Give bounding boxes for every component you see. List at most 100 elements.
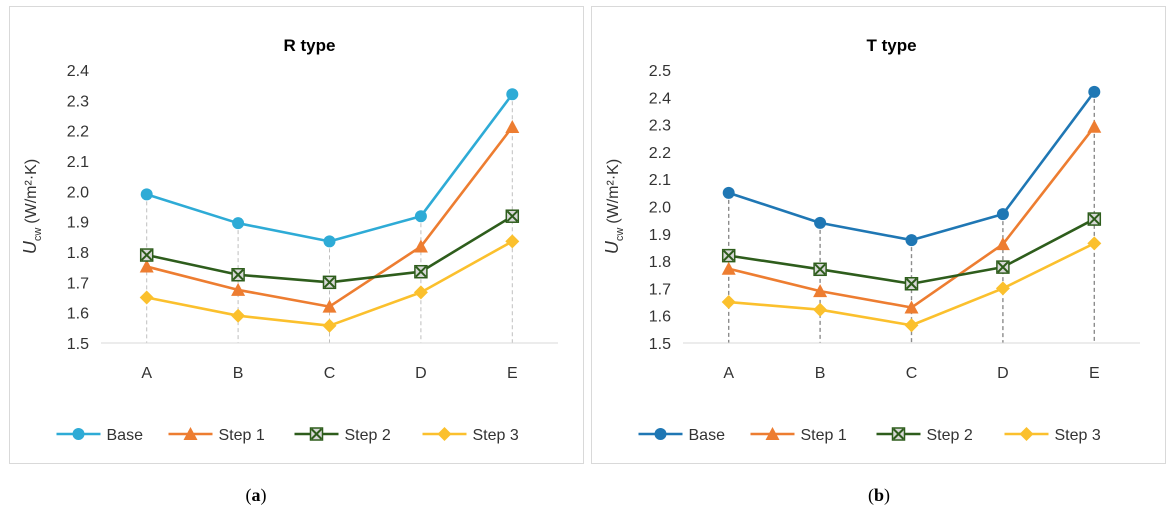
data-point-step-3: [904, 318, 919, 333]
caption-a: (a): [245, 485, 267, 505]
x-tick-label: E: [507, 365, 518, 382]
data-point-step-1: [139, 259, 154, 273]
data-point-base: [414, 210, 427, 223]
legend-marker: [72, 428, 85, 440]
legend-item-step-2: Step 2: [876, 427, 973, 444]
legend-marker: [437, 427, 452, 441]
y-tick-label: 2.3: [649, 118, 671, 135]
data-point-step-1: [995, 237, 1010, 251]
legend-item-step-3: Step 3: [1004, 427, 1101, 444]
legend-label: Base: [689, 427, 726, 444]
x-tick-label: C: [324, 365, 336, 382]
data-point-base: [232, 217, 245, 230]
data-point-step-2: [996, 260, 1010, 274]
y-tick-label: 1.9: [67, 215, 89, 232]
x-tick-label: B: [233, 365, 244, 382]
data-point-step-2: [721, 248, 736, 263]
data-point-step-3: [505, 234, 520, 249]
data-point-base: [1088, 85, 1101, 98]
y-tick-label: 2.1: [649, 172, 671, 189]
data-point-step-3: [721, 295, 736, 310]
y-tick-label: 1.5: [67, 336, 89, 353]
y-tick-label: 1.8: [649, 254, 671, 271]
x-tick-label: E: [1089, 365, 1100, 382]
legend-item-base: Base: [56, 427, 143, 444]
series-line-step-2: [728, 217, 1095, 286]
y-tick-label: 1.7: [67, 275, 89, 292]
data-point-base: [814, 216, 827, 229]
legend-marker: [891, 427, 906, 441]
data-point-step-3: [139, 290, 154, 305]
series-line-base: [728, 91, 1096, 242]
legend-item-step-1: Step 1: [750, 427, 847, 444]
data-point-step-3: [1087, 236, 1102, 251]
legend-item-base: Base: [638, 427, 726, 444]
data-point-step-1: [413, 239, 428, 253]
y-tick-label: 2.2: [649, 145, 671, 162]
data-point-base: [323, 235, 336, 248]
y-tick-label: 2.4: [67, 63, 89, 80]
x-tick-label: D: [415, 365, 427, 382]
legend-item-step-3: Step 3: [422, 427, 519, 444]
legend-item-step-2: Step 2: [294, 427, 391, 444]
data-point-step-1: [231, 282, 246, 296]
data-point-step-1: [322, 299, 337, 313]
legend-marker: [765, 427, 780, 440]
series-line-base: [146, 93, 514, 243]
legend-marker: [183, 427, 198, 440]
chart-title: T type: [866, 36, 916, 55]
data-point-step-2: [505, 209, 520, 223]
data-point-step-2: [231, 268, 245, 282]
x-tick-label: A: [141, 365, 152, 382]
y-tick-label: 2.0: [649, 200, 671, 217]
legend-label: Step 2: [927, 427, 973, 444]
data-point-step-1: [1087, 119, 1102, 133]
data-point-step-2: [139, 248, 154, 262]
legend-label: Step 1: [219, 427, 265, 444]
data-point-step-1: [721, 261, 736, 275]
data-point-base: [140, 188, 153, 201]
data-point-step-3: [413, 285, 428, 300]
data-point-step-3: [322, 318, 337, 333]
y-tick-label: 1.9: [649, 227, 671, 244]
data-point-base: [905, 234, 918, 247]
legend-marker: [309, 427, 324, 441]
chart-title: R type: [284, 36, 336, 55]
data-point-base: [996, 208, 1009, 221]
y-tick-label: 1.6: [67, 306, 89, 323]
data-point-step-2: [813, 262, 827, 277]
legend-label: Step 1: [801, 427, 847, 444]
y-tick-label: 2.5: [649, 63, 671, 80]
data-point-step-2: [1087, 212, 1102, 226]
legend-marker: [1019, 427, 1034, 441]
y-axis-label: Ucw(W/m²·K): [602, 159, 626, 254]
y-tick-label: 2.1: [67, 154, 89, 171]
chart-t-type: T type 1.5 1.6 1.7 1.8 1.9 2.0 2.1 2.2 2.3 2.4 2.5 U…: [602, 36, 1140, 444]
x-tick-label: C: [906, 365, 918, 382]
data-point-step-2: [322, 275, 337, 290]
data-point-step-3: [813, 302, 828, 317]
legend-label: Step 2: [345, 427, 391, 444]
x-tick-label: B: [815, 365, 826, 382]
legend-label: Step 3: [473, 427, 519, 444]
data-point-step-2: [904, 277, 919, 291]
y-tick-label: 1.5: [649, 336, 671, 353]
data-point-step-3: [995, 281, 1010, 296]
y-tick-label: 2.3: [67, 93, 89, 110]
legend-item-step-1: Step 1: [168, 427, 265, 444]
legend-marker: [654, 428, 667, 440]
chart-panel-t-type: T type 1.5 1.6 1.7 1.8 1.9 2.0 2.1 2.2 2.3 2.4 2.5 U…: [591, 6, 1166, 464]
chart-r-type: R type 1.5 1.6 1.7 1.8 1.9 2.0 2.1 2.2 2.3 2.4 Ucw(…: [20, 36, 558, 444]
data-point-step-1: [505, 120, 520, 134]
legend-label: Step 3: [1055, 427, 1101, 444]
y-axis-label: Ucw(W/m²·K): [20, 159, 44, 254]
data-point-step-3: [231, 308, 246, 323]
y-tick-label: 1.6: [649, 309, 671, 326]
chart-panel-r-type: R type 1.5 1.6 1.7 1.8 1.9 2.0 2.1 2.2 2.3 2.4 Ucw(…: [9, 6, 584, 464]
data-point-base: [506, 88, 519, 101]
y-tick-label: 1.8: [67, 245, 89, 262]
x-tick-label: A: [723, 365, 734, 382]
data-point-base: [722, 186, 735, 199]
data-point-step-1: [904, 300, 919, 314]
y-tick-label: 2.4: [649, 90, 671, 107]
